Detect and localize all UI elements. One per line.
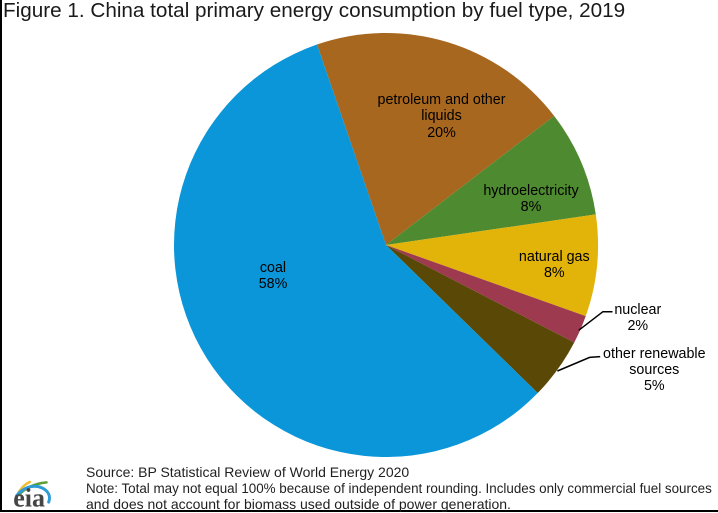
svg-text:eia: eia bbox=[13, 483, 45, 512]
